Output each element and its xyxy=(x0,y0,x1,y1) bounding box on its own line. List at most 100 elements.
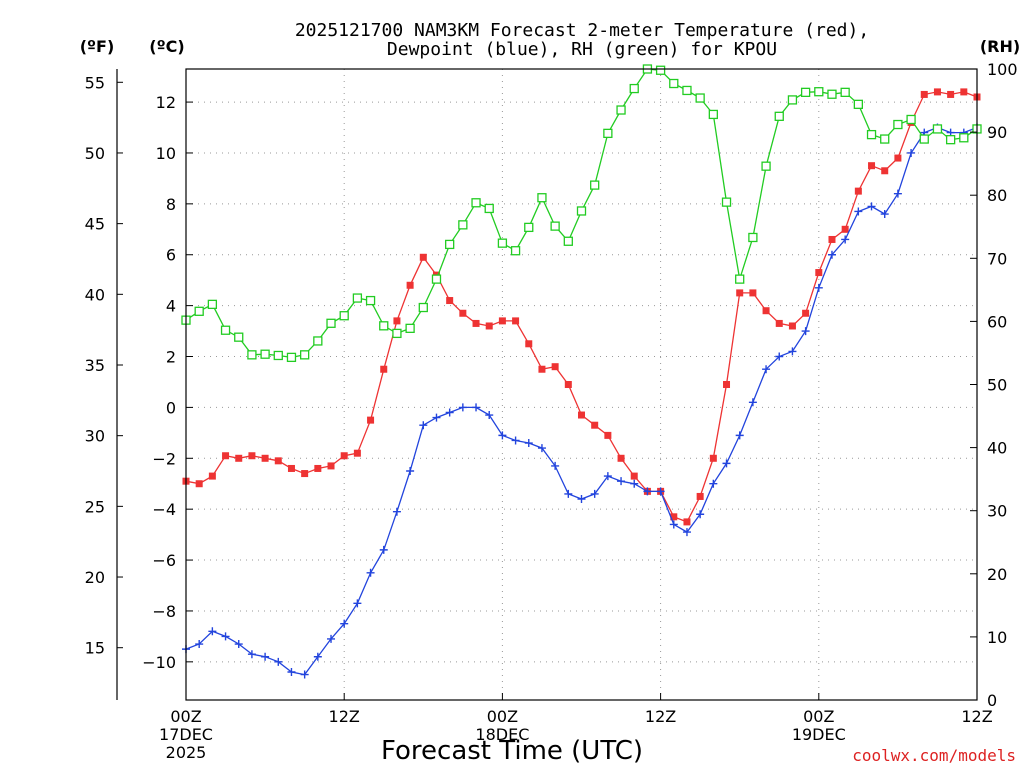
rh-point xyxy=(880,134,890,144)
x-tick-label: 18DEC xyxy=(475,725,529,744)
rh-point xyxy=(655,65,666,75)
rh-point xyxy=(445,239,455,250)
celsius-tick-label: −6 xyxy=(152,551,176,570)
rh-point xyxy=(682,85,692,96)
temperature-point xyxy=(419,253,427,261)
temperature-point xyxy=(261,454,269,462)
temperature-point xyxy=(485,322,493,330)
fahrenheit-tick-label: 55 xyxy=(85,73,105,92)
dewpoint-point xyxy=(735,431,744,440)
temperature-point xyxy=(868,162,876,170)
celsius-unit-label: (ºC) xyxy=(149,37,184,56)
temperature-point xyxy=(802,309,810,317)
dewpoint-point xyxy=(827,250,836,259)
temperature-point xyxy=(947,90,955,98)
dewpoint-point xyxy=(775,352,784,361)
dewpoint-point xyxy=(630,479,639,488)
rh-point xyxy=(840,87,850,97)
dewpoint-point xyxy=(709,479,718,488)
temperature-point xyxy=(881,167,889,175)
fahrenheit-tick-label: 30 xyxy=(85,427,105,446)
celsius-tick-label: 2 xyxy=(166,348,176,367)
x-tick-label: 12Z xyxy=(961,707,992,726)
temperature-point xyxy=(551,363,559,371)
fahrenheit-tick-label: 35 xyxy=(85,356,105,375)
temperature-series xyxy=(182,88,981,526)
temperature-point xyxy=(459,309,467,317)
temperature-point xyxy=(367,416,375,424)
rh-point xyxy=(616,105,626,115)
rh-point xyxy=(866,129,877,140)
rh-point xyxy=(234,332,244,342)
temperature-point xyxy=(723,381,731,388)
temperature-point xyxy=(327,462,335,470)
fahrenheit-tick-label: 20 xyxy=(85,568,105,587)
dewpoint-point xyxy=(327,634,336,643)
rh-point xyxy=(379,321,389,331)
dewpoint-point xyxy=(234,640,243,649)
rh-point xyxy=(919,134,929,144)
temperature-point xyxy=(472,319,480,327)
temperature-point xyxy=(314,464,322,472)
temperature-point xyxy=(498,317,506,325)
dewpoint-point xyxy=(366,568,375,577)
temperature-point xyxy=(933,88,941,96)
temperature-point xyxy=(604,431,612,439)
temperature-point xyxy=(960,88,968,96)
rh-point xyxy=(273,350,283,361)
dewpoint-point xyxy=(907,148,916,157)
rh-point xyxy=(326,318,336,328)
rh-tick-label: 30 xyxy=(987,502,1007,521)
x-tick-label: 12Z xyxy=(329,707,360,726)
dewpoint-point xyxy=(854,207,863,216)
dewpoint-point xyxy=(603,472,612,481)
rh-point xyxy=(853,99,863,109)
dewpoint-point xyxy=(696,510,705,519)
dewpoint-point xyxy=(551,461,560,470)
dewpoint-point xyxy=(340,619,349,628)
dewpoint-point xyxy=(498,431,507,440)
rh-point xyxy=(484,203,494,214)
dewpoint-point xyxy=(392,507,401,516)
rh-point xyxy=(352,293,363,303)
celsius-tick-label: 6 xyxy=(166,246,176,265)
fahrenheit-tick-label: 15 xyxy=(85,639,105,658)
dewpoint-point xyxy=(300,670,309,679)
temperature-point xyxy=(841,225,849,233)
x-axis-label: Forecast Time (UTC) xyxy=(381,736,643,766)
fahrenheit-tick-label: 25 xyxy=(85,497,105,516)
rh-point xyxy=(524,222,534,233)
dewpoint-point xyxy=(748,398,757,407)
celsius-tick-label: 0 xyxy=(166,398,176,417)
dewpoint-point xyxy=(893,189,902,198)
rh-point xyxy=(247,350,257,360)
temperature-point xyxy=(406,281,414,289)
rh-point xyxy=(260,349,270,359)
rh-point xyxy=(721,197,732,207)
rh-point xyxy=(471,198,481,208)
rh-tick-label: 40 xyxy=(987,439,1007,458)
dewpoint-point xyxy=(287,668,296,677)
x-tick-label: 12Z xyxy=(645,707,676,726)
temperature-point xyxy=(380,365,388,373)
axes: 555045403530252015121086420−2−4−6−8−1010… xyxy=(85,60,1018,762)
dewpoint-point xyxy=(524,439,533,448)
dewpoint-point xyxy=(472,403,481,412)
temperature-point xyxy=(749,289,757,297)
rh-tick-label: 60 xyxy=(987,312,1007,331)
dewpoint-point xyxy=(208,627,217,636)
dewpoint-point xyxy=(643,487,652,496)
dewpoint-point xyxy=(814,283,823,292)
temperature-point xyxy=(195,480,203,488)
dewpoint-point xyxy=(511,436,520,445)
temperature-point xyxy=(854,187,862,195)
rh-point xyxy=(827,89,837,99)
temperature-point xyxy=(538,365,546,373)
rh-point xyxy=(537,193,547,203)
temperature-point xyxy=(920,90,928,98)
rh-point xyxy=(932,124,943,134)
rh-point xyxy=(510,246,521,256)
temperature-point xyxy=(274,457,282,465)
dewpoint-point xyxy=(458,403,467,412)
x-tick-label: 00Z xyxy=(803,707,834,726)
